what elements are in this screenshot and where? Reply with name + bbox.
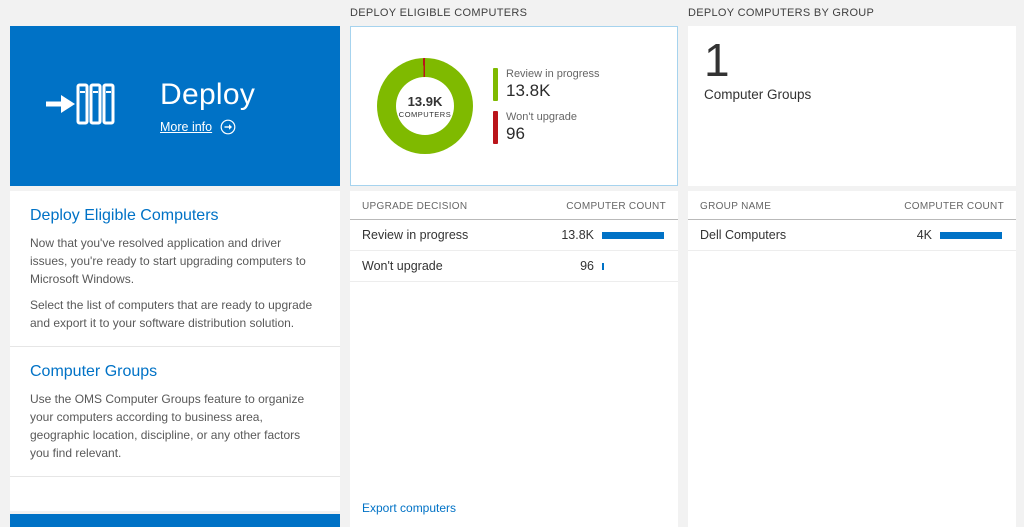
column-header-group-name: GROUP NAME bbox=[700, 201, 772, 212]
deploy-tile[interactable]: Deploy More info bbox=[10, 26, 340, 186]
row-label: Review in progress bbox=[362, 228, 469, 242]
row-bar-track bbox=[602, 231, 666, 239]
column-header-by-group: DEPLOY COMPUTERS BY GROUP bbox=[688, 7, 875, 19]
tile-text: Deploy More info bbox=[160, 78, 255, 135]
legend-value: 96 bbox=[506, 124, 525, 143]
row-bar bbox=[602, 231, 664, 239]
table-header-row: GROUP NAME COMPUTER COUNT bbox=[688, 191, 1016, 220]
row-bar-track bbox=[940, 231, 1004, 239]
computer-groups-summary-card[interactable]: 1 Computer Groups bbox=[688, 26, 1016, 186]
column-header-computer-count: COMPUTER COUNT bbox=[904, 201, 1004, 212]
donut-center-value: 13.9K bbox=[407, 93, 443, 109]
more-info-link[interactable]: More info bbox=[160, 119, 213, 134]
table-row[interactable]: Dell Computers 4K bbox=[688, 220, 1016, 251]
row-bar bbox=[602, 262, 604, 270]
arrow-right-circle-icon[interactable] bbox=[220, 119, 236, 135]
section-computer-groups: Computer Groups Use the OMS Computer Gro… bbox=[10, 347, 340, 476]
row-bar-track bbox=[602, 262, 666, 270]
section-paragraph: Use the OMS Computer Groups feature to o… bbox=[30, 392, 305, 460]
donut-center: 13.9K COMPUTERS bbox=[396, 77, 454, 135]
legend-swatch-red bbox=[493, 111, 498, 144]
more-info-row: More info bbox=[160, 119, 255, 135]
table-row[interactable]: Review in progress 13.8K bbox=[350, 220, 678, 251]
column-header-upgrade-decision: UPGRADE DECISION bbox=[362, 201, 468, 212]
column-header-computer-count: COMPUTER COUNT bbox=[566, 201, 666, 212]
group-count-label: Computer Groups bbox=[704, 86, 812, 102]
legend-value: 13.8K bbox=[506, 81, 551, 100]
row-label: Won't upgrade bbox=[362, 259, 443, 273]
group-count: 1 bbox=[704, 34, 730, 86]
legend-swatch-green bbox=[493, 68, 498, 101]
legend-item-review: Review in progress 13.8K bbox=[493, 68, 600, 101]
eligible-chart-card[interactable]: 13.9K COMPUTERS Review in progress 13.8K… bbox=[350, 26, 678, 186]
section-heading: Computer Groups bbox=[30, 363, 158, 380]
section-deploy-eligible: Deploy Eligible Computers Now that you'v… bbox=[10, 191, 340, 346]
eligible-donut: 13.9K COMPUTERS bbox=[377, 58, 473, 154]
row-label: Dell Computers bbox=[700, 228, 787, 242]
table-header-row: UPGRADE DECISION COMPUTER COUNT bbox=[350, 191, 678, 220]
table-row[interactable]: Won't upgrade 96 bbox=[350, 251, 678, 282]
left-column-header-spacer bbox=[10, 0, 340, 26]
column-header-eligible: DEPLOY ELIGIBLE COMPUTERS bbox=[350, 7, 528, 19]
section-paragraph: Select the list of computers that are re… bbox=[30, 298, 313, 330]
info-panel: Deploy Eligible Computers Now that you'v… bbox=[10, 191, 340, 511]
donut-center-label: COMPUTERS bbox=[398, 109, 452, 119]
row-value: 4K bbox=[916, 228, 932, 242]
export-computers-link[interactable]: Export computers bbox=[362, 501, 457, 515]
upgrade-decision-table: UPGRADE DECISION COMPUTER COUNT Review i… bbox=[350, 191, 678, 527]
group-table: GROUP NAME COMPUTER COUNT Dell Computers… bbox=[688, 191, 1016, 527]
section-paragraph: Now that you've resolved application and… bbox=[30, 236, 306, 286]
legend-label: Won't upgrade bbox=[506, 111, 578, 123]
row-bar bbox=[940, 231, 1002, 239]
next-tile-strip bbox=[10, 514, 340, 527]
computers-by-group-column: DEPLOY COMPUTERS BY GROUP 1 Computer Gro… bbox=[688, 0, 1016, 527]
legend-label: Review in progress bbox=[506, 68, 600, 80]
tile-title: Deploy bbox=[160, 77, 256, 111]
deploy-column: Deploy More info Deploy Eligible Compute… bbox=[10, 0, 340, 527]
deploy-icon bbox=[44, 77, 116, 136]
row-value: 96 bbox=[580, 259, 594, 273]
donut-legend: Review in progress 13.8K Won't upgrade 9… bbox=[493, 68, 600, 144]
section-heading: Deploy Eligible Computers bbox=[30, 207, 219, 224]
row-value: 13.8K bbox=[561, 228, 594, 242]
section-divider bbox=[10, 476, 340, 477]
eligible-computers-column: DEPLOY ELIGIBLE COMPUTERS 13.9K COMPUTER… bbox=[350, 0, 678, 527]
section-divider bbox=[10, 346, 340, 347]
legend-item-wont-upgrade: Won't upgrade 96 bbox=[493, 111, 600, 144]
